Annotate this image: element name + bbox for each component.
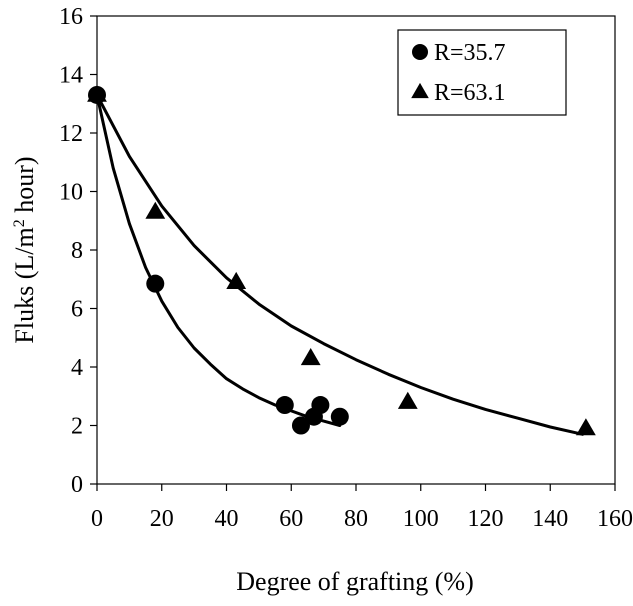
data-points bbox=[87, 84, 596, 436]
legend-triangle-marker bbox=[411, 82, 429, 99]
y-tick-label: 10 bbox=[59, 180, 83, 206]
x-tick-label: 40 bbox=[215, 506, 239, 532]
trend-line-series-1 bbox=[95, 93, 342, 427]
x-tick-label: 0 bbox=[91, 506, 103, 532]
triangle-point-series-2 bbox=[87, 84, 107, 102]
y-tick-label: 12 bbox=[59, 121, 83, 147]
triangle-point-series-2 bbox=[576, 418, 596, 436]
circle-point-series-1 bbox=[146, 274, 165, 293]
triangle-point-series-2 bbox=[145, 201, 166, 219]
y-tick-label: 6 bbox=[71, 297, 83, 323]
circle-point-series-1 bbox=[311, 396, 330, 415]
y-axis-title: Fluks (L/m2 hour) bbox=[10, 156, 39, 343]
x-tick-label: 100 bbox=[403, 506, 439, 532]
y-axis: 0 2 4 6 8 10 12 14 16 bbox=[59, 4, 97, 498]
legend-label-series-1: R=35.7 bbox=[434, 40, 506, 66]
circle-point-series-1 bbox=[291, 416, 310, 435]
circle-point-series-1 bbox=[330, 407, 349, 426]
y-tick-label: 2 bbox=[71, 414, 83, 440]
trend-line-series-2 bbox=[95, 93, 585, 436]
circle-point-series-1 bbox=[275, 396, 294, 415]
y-tick-label: 8 bbox=[71, 238, 83, 264]
x-tick-label: 120 bbox=[468, 506, 504, 532]
triangle-point-series-2 bbox=[397, 391, 418, 409]
y-tick-label: 4 bbox=[71, 355, 83, 381]
x-tick-label: 140 bbox=[532, 506, 568, 532]
legend: R=35.7 R=63.1 bbox=[397, 29, 567, 116]
legend-label-series-2: R=63.1 bbox=[434, 80, 506, 106]
x-tick-label: 20 bbox=[150, 506, 174, 532]
triangle-point-series-2 bbox=[300, 348, 321, 366]
trend-lines bbox=[95, 93, 585, 436]
x-axis: 0 20 40 60 80 100 120 140 160 bbox=[91, 484, 633, 532]
x-tick-label: 60 bbox=[279, 506, 303, 532]
x-axis-title: Degree of grafting (%) bbox=[236, 567, 474, 596]
y-axis-title-superscript: 2 bbox=[11, 219, 28, 227]
y-tick-label: 14 bbox=[59, 63, 83, 89]
y-tick-label: 16 bbox=[59, 4, 83, 30]
legend-circle-marker bbox=[412, 44, 428, 60]
triangle-point-series-2 bbox=[226, 271, 247, 289]
x-tick-label: 80 bbox=[344, 506, 368, 532]
x-tick-label: 160 bbox=[597, 506, 633, 532]
y-axis-title-suffix: hour) bbox=[10, 156, 39, 219]
y-axis-title-main: Fluks (L/m bbox=[10, 227, 39, 343]
legend-box bbox=[397, 29, 567, 116]
y-tick-label: 0 bbox=[71, 472, 83, 498]
